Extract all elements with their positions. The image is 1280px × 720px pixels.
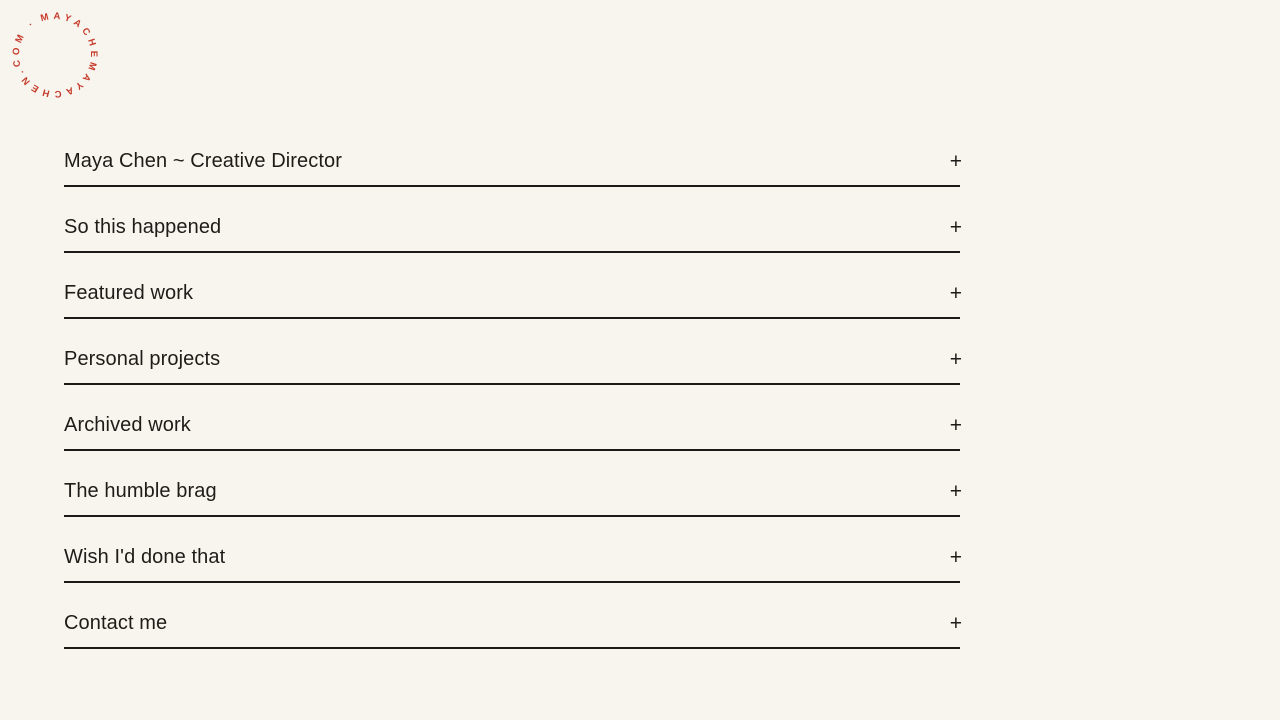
plus-icon[interactable]: + bbox=[949, 215, 962, 239]
accordion-item-label: So this happened bbox=[64, 215, 222, 238]
plus-icon[interactable]: + bbox=[949, 611, 962, 635]
plus-icon[interactable]: + bbox=[949, 479, 962, 503]
accordion-item-maya-chen-creative-director[interactable]: Maya Chen ~ Creative Director + bbox=[64, 121, 962, 187]
accordion-item-featured-work[interactable]: Featured work + bbox=[64, 253, 962, 319]
plus-icon[interactable]: + bbox=[949, 149, 962, 173]
accordion-item-label: Contact me bbox=[64, 611, 168, 634]
accordion-item-contact-me[interactable]: Contact me + bbox=[64, 583, 962, 649]
circular-logo[interactable]: MAYACHEMAYACHEN.COM · bbox=[0, 0, 113, 112]
circular-logo-svg: MAYACHEMAYACHEN.COM · bbox=[0, 0, 113, 112]
accordion-item-personal-projects[interactable]: Personal projects + bbox=[64, 319, 962, 385]
accordion-item-label: Maya Chen ~ Creative Director bbox=[64, 149, 343, 172]
accordion-item-wish-id-done-that[interactable]: Wish I'd done that + bbox=[64, 517, 962, 583]
accordion-item-label: Archived work bbox=[64, 413, 191, 436]
accordion-item-label: The humble brag bbox=[64, 479, 217, 502]
accordion-item-archived-work[interactable]: Archived work + bbox=[64, 385, 962, 451]
svg-text:MAYACHEMAYACHEN.COM ·: MAYACHEMAYACHEN.COM · bbox=[0, 0, 110, 110]
plus-icon[interactable]: + bbox=[949, 545, 962, 569]
plus-icon[interactable]: + bbox=[949, 413, 962, 437]
plus-icon[interactable]: + bbox=[949, 281, 962, 305]
accordion-item-label: Featured work bbox=[64, 281, 194, 304]
logo-circular-text: MAYACHEMAYACHEN.COM · bbox=[0, 0, 113, 112]
accordion-item-so-this-happened[interactable]: So this happened + bbox=[64, 187, 962, 253]
accordion-item-label: Personal projects bbox=[64, 347, 221, 370]
accordion-item-the-humble-brag[interactable]: The humble brag + bbox=[64, 451, 962, 517]
accordion-item-label: Wish I'd done that bbox=[64, 545, 226, 568]
accordion-menu: Maya Chen ~ Creative Director + So this … bbox=[64, 121, 962, 649]
plus-icon[interactable]: + bbox=[949, 347, 962, 371]
